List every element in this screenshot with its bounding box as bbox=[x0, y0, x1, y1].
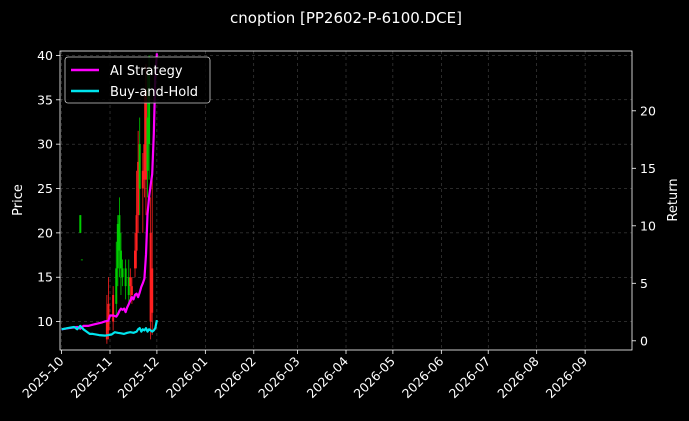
y-tick-label: 15 bbox=[37, 270, 53, 285]
candle-body bbox=[138, 144, 141, 189]
candle-body bbox=[112, 294, 115, 322]
candle-body bbox=[148, 73, 151, 145]
y2-tick-label: 5 bbox=[640, 276, 648, 291]
candle-body bbox=[116, 224, 119, 269]
legend-box bbox=[64, 56, 211, 104]
ai-strategy-line bbox=[61, 53, 158, 331]
legend: AI Strategy Buy-and-Hold bbox=[64, 56, 211, 104]
candle-body bbox=[119, 250, 122, 269]
legend-label-ai-strategy: AI Strategy bbox=[110, 64, 183, 79]
candle-body bbox=[143, 144, 146, 180]
y-axis-label: Price bbox=[11, 184, 26, 216]
candle-body bbox=[146, 117, 149, 171]
candle-body bbox=[80, 259, 83, 261]
candle-body bbox=[118, 215, 121, 251]
candle-body bbox=[151, 268, 154, 313]
candle-body bbox=[141, 170, 144, 189]
candle-body bbox=[127, 277, 130, 295]
candle-body bbox=[105, 321, 108, 340]
y-axis-right: 0 5 10 15 20 bbox=[632, 103, 656, 348]
y-axis-left: 10 15 20 25 30 35 40 bbox=[37, 48, 60, 329]
y-tick-label: 10 bbox=[37, 314, 53, 329]
y2-tick-label: 0 bbox=[640, 333, 648, 348]
y-tick-label: 40 bbox=[37, 48, 53, 63]
candle-body bbox=[130, 286, 133, 295]
y2-tick-label: 10 bbox=[640, 218, 656, 233]
candle-body bbox=[135, 215, 138, 251]
candle-body bbox=[137, 161, 140, 216]
candle-body bbox=[144, 90, 147, 180]
candle-body bbox=[121, 268, 124, 278]
candle-body bbox=[79, 215, 82, 233]
y2-tick-label: 15 bbox=[640, 161, 656, 176]
candle-body bbox=[149, 232, 152, 322]
candle-body bbox=[115, 268, 118, 304]
y-tick-label: 25 bbox=[37, 181, 53, 196]
legend-label-buy-and-hold: Buy-and-Hold bbox=[110, 85, 198, 100]
series-lines bbox=[61, 53, 158, 337]
y2-axis-label: Return bbox=[666, 178, 681, 221]
y-tick-label: 35 bbox=[37, 92, 53, 107]
y-tick-label: 30 bbox=[37, 137, 53, 152]
candle-body bbox=[129, 277, 132, 287]
candle-body bbox=[124, 268, 127, 287]
y-tick-label: 20 bbox=[37, 225, 53, 240]
y2-tick-label: 20 bbox=[640, 103, 656, 118]
buy-and-hold-line bbox=[61, 319, 158, 337]
candle-body bbox=[134, 250, 137, 269]
chart-title: cnoption [PP2602-P-6100.DCE] bbox=[230, 9, 462, 27]
